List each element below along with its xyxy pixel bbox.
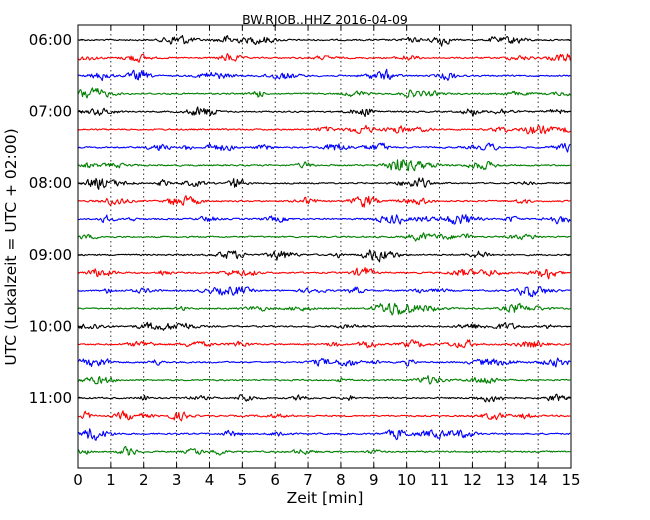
x-tick-label: 5 [238,471,248,489]
x-tick-label: 14 [529,471,548,489]
x-tick-label: 11 [430,471,449,489]
seismogram-trace [77,34,571,47]
seismogram-trace [77,357,571,368]
x-tick-label: 4 [205,471,215,489]
seismogram-trace [77,214,571,225]
x-tick-label: 12 [463,471,482,489]
x-tick-label: 6 [270,471,280,489]
seismogram-trace [77,124,571,135]
seismogram-trace [77,286,571,298]
y-tick-label: 07:00 [29,103,72,121]
x-tick-label: 9 [369,471,379,489]
seismogram-trace [77,249,571,263]
y-tick-label: 08:00 [29,174,72,192]
y-axis-label: UTC (Lokalzeit = UTC + 02:00) [2,128,20,365]
seismogram-trace [77,302,571,316]
y-tick-label: 10:00 [29,317,72,335]
x-tick-label: 10 [397,471,416,489]
seismogram-trace [77,142,571,153]
x-tick-label: 0 [73,471,83,489]
seismogram-trace [77,445,571,456]
seismogram-trace [77,68,571,82]
y-tick-label: 11:00 [29,389,72,407]
chart-title: BW.RJOB..HHZ 2016-04-09 [242,12,408,27]
seismogram-trace [77,232,571,242]
seismogram-trace [77,159,571,172]
vertical-grid [110,25,539,468]
x-tick-label: 7 [303,471,313,489]
seismogram-trace [77,428,571,441]
seismogram-trace [77,321,571,331]
y-axis: 06:00 07:00 08:00 09:00 10:00 11:00 [29,31,571,407]
seismogram-trace [77,195,571,208]
x-axis: 0 1 2 3 4 5 6 7 8 9 10 11 12 13 14 15 [73,25,581,489]
seismogram-trace [77,87,571,99]
x-tick-label: 13 [496,471,515,489]
y-tick-label: 06:00 [29,31,72,49]
seismogram-trace [77,410,571,422]
x-tick-label: 1 [106,471,116,489]
x-tick-label: 8 [336,471,346,489]
x-tick-label: 3 [172,471,182,489]
seismogram-trace [77,375,571,385]
plot-frame [77,24,572,469]
seismogram-trace [77,393,571,403]
x-axis-label: Zeit [min] [287,489,364,507]
seismogram-trace [77,267,571,280]
seismogram-trace [77,106,571,118]
x-tick-label: 2 [139,471,149,489]
trace-group [77,34,571,456]
y-tick-label: 09:00 [29,246,72,264]
x-tick-label: 15 [561,471,580,489]
seismogram-trace [77,177,571,190]
seismogram-trace [77,53,571,63]
seismogram-trace [77,339,571,349]
